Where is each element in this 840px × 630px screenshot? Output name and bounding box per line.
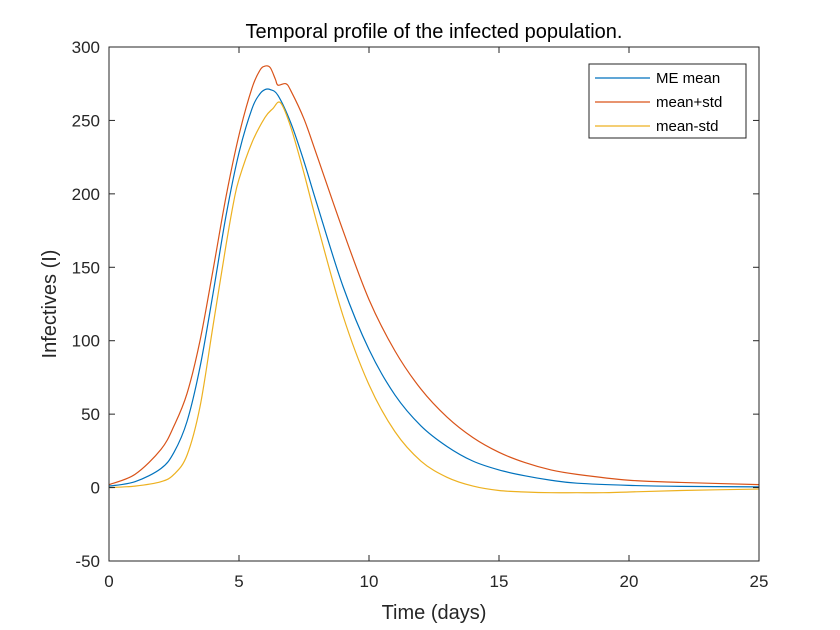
y-tick-label: 100 [72, 332, 100, 351]
x-tick-label: 0 [104, 572, 113, 591]
y-tick-label: 250 [72, 111, 100, 130]
legend: ME mean mean+std mean-std [588, 63, 747, 139]
series-line-mean-minus-std [108, 101, 760, 494]
x-tick-label: 15 [490, 572, 509, 591]
series-line-me-mean [108, 88, 760, 488]
y-tick-label: -50 [75, 552, 100, 571]
axes-box [108, 46, 760, 562]
x-axis-label: Time (days) [382, 602, 487, 624]
x-tick-label: 10 [360, 572, 379, 591]
y-tick-label: 50 [81, 405, 100, 424]
y-axis-label: Infectives (I) [39, 250, 61, 359]
legend-label-mean-minus-std: mean-std [656, 118, 719, 135]
y-tick-label: 300 [72, 38, 100, 57]
legend-label-me-mean: ME mean [656, 70, 720, 87]
series-line-mean-plus-std [108, 65, 760, 486]
y-tick-label: 0 [91, 479, 100, 498]
legend-label-mean-plus-std: mean+std [656, 94, 722, 111]
x-tick-label: 20 [620, 572, 639, 591]
x-tick-label: 25 [750, 572, 769, 591]
y-tick-label: 200 [72, 185, 100, 204]
series-layer [108, 65, 760, 494]
x-tick-label: 5 [234, 572, 243, 591]
y-tick-label: 150 [72, 258, 100, 277]
chart-title: Temporal profile of the infected populat… [246, 21, 623, 43]
